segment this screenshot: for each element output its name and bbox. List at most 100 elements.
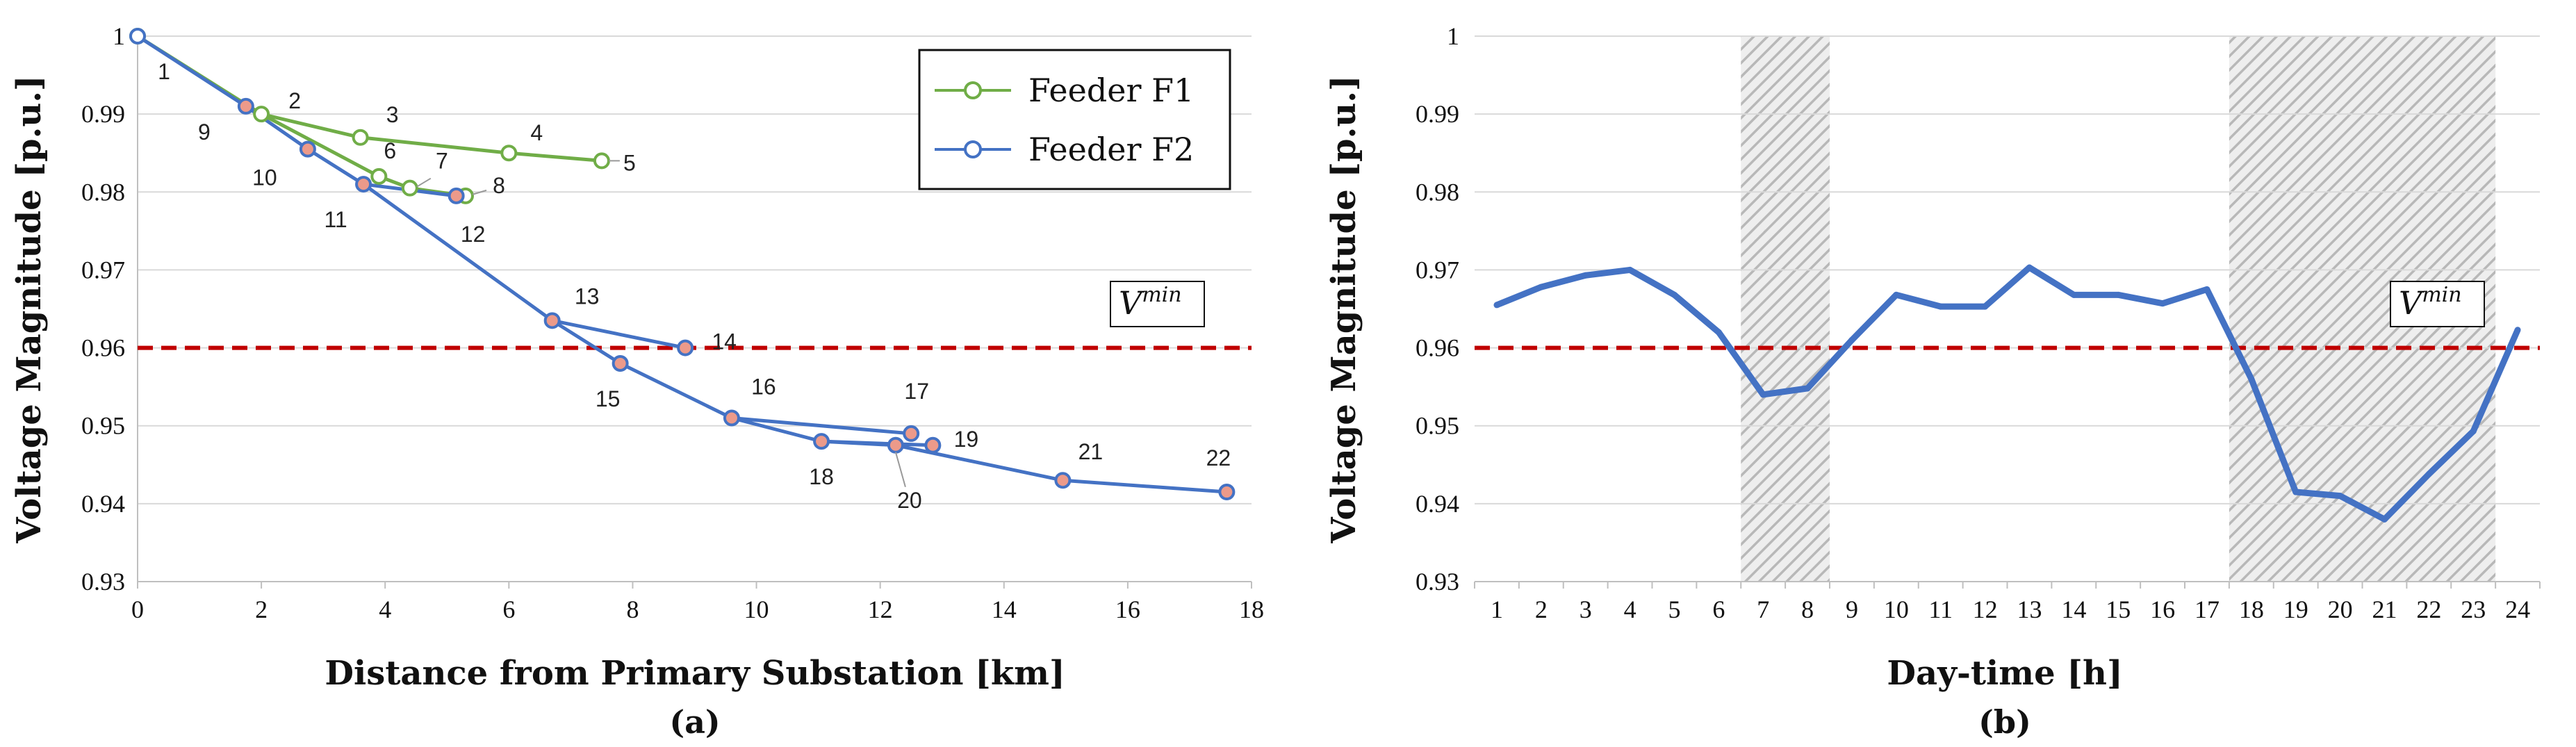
legend-f1-marker <box>964 81 982 99</box>
chart-a: 0.930.940.950.960.970.980.991 0 2 4 6 8 10 12 1… <box>10 22 1264 741</box>
data-point <box>2026 264 2033 271</box>
x-tick-label: 5 <box>1668 596 1680 623</box>
x-tick-label: 4 <box>379 596 391 623</box>
node-label: 15 <box>596 386 621 411</box>
chart-a-x-tick-labels: 0 2 4 6 8 10 12 14 16 18 <box>131 596 1264 623</box>
chart-b-x-tick-labels: 1 2 3 4 5 6 7 8 9 10 11 12 13 14 15 16 17 18 19 20 21 22 23 24 <box>1491 596 2530 623</box>
node-label: 22 <box>1206 445 1231 470</box>
x-tick-label: 8 <box>626 596 639 623</box>
y-tick-label: 0.94 <box>1416 490 1459 518</box>
data-point <box>903 425 920 442</box>
legend-f2-marker <box>964 140 982 158</box>
node-label: 16 <box>751 375 776 400</box>
data-point <box>401 179 418 197</box>
x-tick-label: 23 <box>2461 596 2486 623</box>
node-label: 17 <box>904 379 929 404</box>
x-tick-label: 12 <box>868 596 893 623</box>
x-tick-label: 19 <box>2283 596 2308 623</box>
data-point <box>924 436 942 454</box>
chart-a-data-points <box>129 28 1236 501</box>
x-tick-label: 1 <box>1491 596 1503 623</box>
x-tick-label: 2 <box>255 596 268 623</box>
x-tick-label: 13 <box>2017 596 2042 623</box>
x-tick-label: 3 <box>1580 596 1592 623</box>
series-edge <box>261 112 361 140</box>
x-tick-label: 24 <box>2505 596 2530 623</box>
series-edge <box>619 361 733 420</box>
data-point <box>1493 302 1500 309</box>
x-tick-label: 9 <box>1846 596 1858 623</box>
data-point <box>2204 286 2210 293</box>
node-label: 14 <box>712 329 737 354</box>
data-point <box>352 129 369 146</box>
data-point <box>2425 470 2432 477</box>
chart-b-shaded-periods <box>1741 36 2496 582</box>
y-tick-label: 0.97 <box>1416 256 1459 284</box>
shaded-period <box>1741 36 1830 582</box>
data-point <box>2337 493 2344 500</box>
series-edge <box>1063 478 1227 494</box>
series-edge <box>552 318 686 350</box>
data-point <box>355 176 372 193</box>
y-tick-label: 0.94 <box>81 490 125 518</box>
data-point <box>237 97 254 115</box>
series-edge <box>895 443 1063 482</box>
x-tick-label: 4 <box>1624 596 1636 623</box>
chart-b-axes <box>1474 581 2541 589</box>
node-label: 21 <box>1078 439 1104 464</box>
data-point <box>299 140 316 158</box>
chart-a-y-axis-title: Voltage Magnitude [p.u.] <box>10 75 49 543</box>
data-point <box>1538 284 1545 290</box>
node-label: 2 <box>288 88 301 113</box>
vmin-sup: min <box>1142 283 1181 307</box>
data-point <box>723 409 740 427</box>
node-label: 13 <box>575 284 600 309</box>
data-point <box>813 433 830 450</box>
x-tick-label: 14 <box>992 596 1017 623</box>
chart-a-x-axis-title: Distance from Primary Substation [km] <box>325 654 1065 693</box>
series-edge <box>821 439 896 448</box>
series-edge <box>731 416 822 443</box>
data-point <box>1582 272 1589 279</box>
data-point <box>129 28 146 44</box>
y-tick-label: 0.98 <box>1416 178 1459 206</box>
x-tick-label: 6 <box>1712 596 1725 623</box>
x-tick-label: 21 <box>2372 596 2397 623</box>
node-label: 20 <box>897 488 922 513</box>
leader-line <box>472 189 487 195</box>
chart-a-vmin-label: Vmin <box>1110 281 1205 327</box>
leader-line <box>416 177 432 188</box>
x-tick-label: 14 <box>2061 596 2086 623</box>
data-point <box>2115 291 2122 298</box>
data-point <box>2248 375 2255 382</box>
y-tick-label: 0.98 <box>81 178 125 206</box>
series-edge <box>136 34 247 108</box>
series-edge <box>731 416 912 436</box>
series-edge <box>362 183 554 322</box>
data-point <box>1804 385 1811 392</box>
data-point <box>370 167 388 185</box>
chart-b-y-tick-labels: 0.93 0.94 0.95 0.96 0.97 0.98 0.99 1 <box>1416 22 1459 596</box>
svg-text:Vmin: Vmin <box>1119 283 1182 322</box>
data-point <box>677 339 694 356</box>
y-tick-label: 0.95 <box>81 412 125 440</box>
y-tick-label: 1 <box>1447 22 1459 50</box>
y-tick-label: 0.96 <box>1416 334 1459 362</box>
x-tick-label: 10 <box>744 596 769 623</box>
node-label: 19 <box>954 427 979 452</box>
data-point <box>1848 336 1855 343</box>
series-edge <box>509 151 602 163</box>
node-label: 12 <box>461 222 486 247</box>
vmin-base-b: V <box>2399 284 2425 322</box>
x-tick-label: 0 <box>131 596 144 623</box>
node-label: 6 <box>384 138 396 163</box>
vmin-base: V <box>1119 284 1145 322</box>
node-label: 8 <box>493 173 505 198</box>
node-label: 18 <box>809 464 834 489</box>
x-tick-label: 20 <box>2328 596 2353 623</box>
data-point <box>2292 489 2299 495</box>
node-label: 7 <box>436 149 448 174</box>
